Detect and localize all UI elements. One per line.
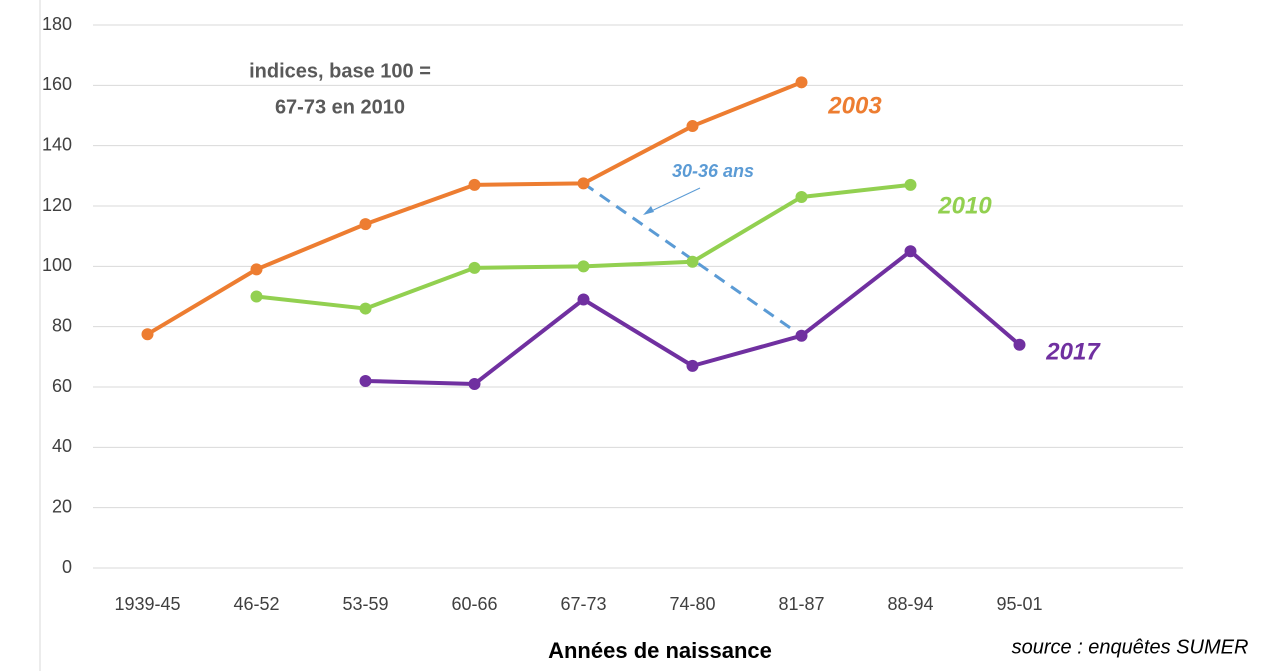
data-point bbox=[577, 260, 590, 273]
x-tick-label: 81-87 bbox=[778, 594, 824, 614]
data-point bbox=[1013, 338, 1026, 351]
series-line bbox=[256, 182, 911, 311]
cohort-arrowhead bbox=[643, 206, 654, 215]
cohort-arrow bbox=[644, 187, 701, 215]
y-tick-label: 140 bbox=[42, 134, 72, 154]
data-point bbox=[795, 76, 808, 89]
series-label: 2010 bbox=[937, 192, 992, 219]
y-tick-label: 160 bbox=[42, 74, 72, 94]
series-label: 2017 bbox=[1045, 338, 1101, 365]
y-tick-label: 0 bbox=[62, 557, 72, 577]
data-point bbox=[904, 178, 917, 191]
source: source : enquêtes SUMER bbox=[1012, 636, 1249, 658]
data-point bbox=[250, 290, 263, 303]
y-tick-label: 60 bbox=[52, 376, 72, 396]
x-tick-label: 1939-45 bbox=[114, 594, 180, 614]
x-tick-label: 95-01 bbox=[996, 594, 1042, 614]
y-tick-label: 120 bbox=[42, 195, 72, 215]
data-point bbox=[468, 261, 481, 274]
annotation: 67-73 en 2010 bbox=[275, 96, 405, 118]
series-line bbox=[146, 80, 803, 336]
data-point bbox=[577, 293, 590, 306]
y-tick-label: 80 bbox=[52, 315, 72, 335]
y-tick-label: 180 bbox=[42, 14, 72, 34]
x-tick-label: 60-66 bbox=[451, 594, 497, 614]
x-tick-label: 67-73 bbox=[560, 594, 606, 614]
annotation: indices, base 100 = bbox=[249, 60, 431, 82]
data-point bbox=[686, 359, 699, 372]
y-tick-label: 20 bbox=[52, 496, 72, 516]
data-point bbox=[577, 177, 590, 190]
data-point bbox=[359, 218, 372, 231]
data-point bbox=[795, 329, 808, 342]
y-tick-label: 40 bbox=[52, 436, 72, 456]
series-label: 2003 bbox=[827, 92, 882, 119]
data-point bbox=[141, 328, 154, 341]
data-point bbox=[468, 178, 481, 191]
y-tick-label: 100 bbox=[42, 255, 72, 275]
data-point bbox=[904, 245, 917, 258]
cohort-line bbox=[582, 182, 803, 337]
x-tick-label: 74-80 bbox=[669, 594, 715, 614]
x-axis-label: Années de naissance bbox=[548, 638, 772, 663]
data-point bbox=[686, 255, 699, 268]
x-tick-label: 46-52 bbox=[233, 594, 279, 614]
data-point bbox=[250, 263, 263, 276]
data-point bbox=[359, 374, 372, 387]
data-point bbox=[686, 120, 699, 133]
cohort-label: 30-36 ans bbox=[672, 161, 754, 181]
data-point bbox=[359, 302, 372, 315]
data-point bbox=[795, 190, 808, 203]
x-tick-label: 53-59 bbox=[342, 594, 388, 614]
x-tick-label: 88-94 bbox=[887, 594, 933, 614]
data-point bbox=[468, 377, 481, 390]
